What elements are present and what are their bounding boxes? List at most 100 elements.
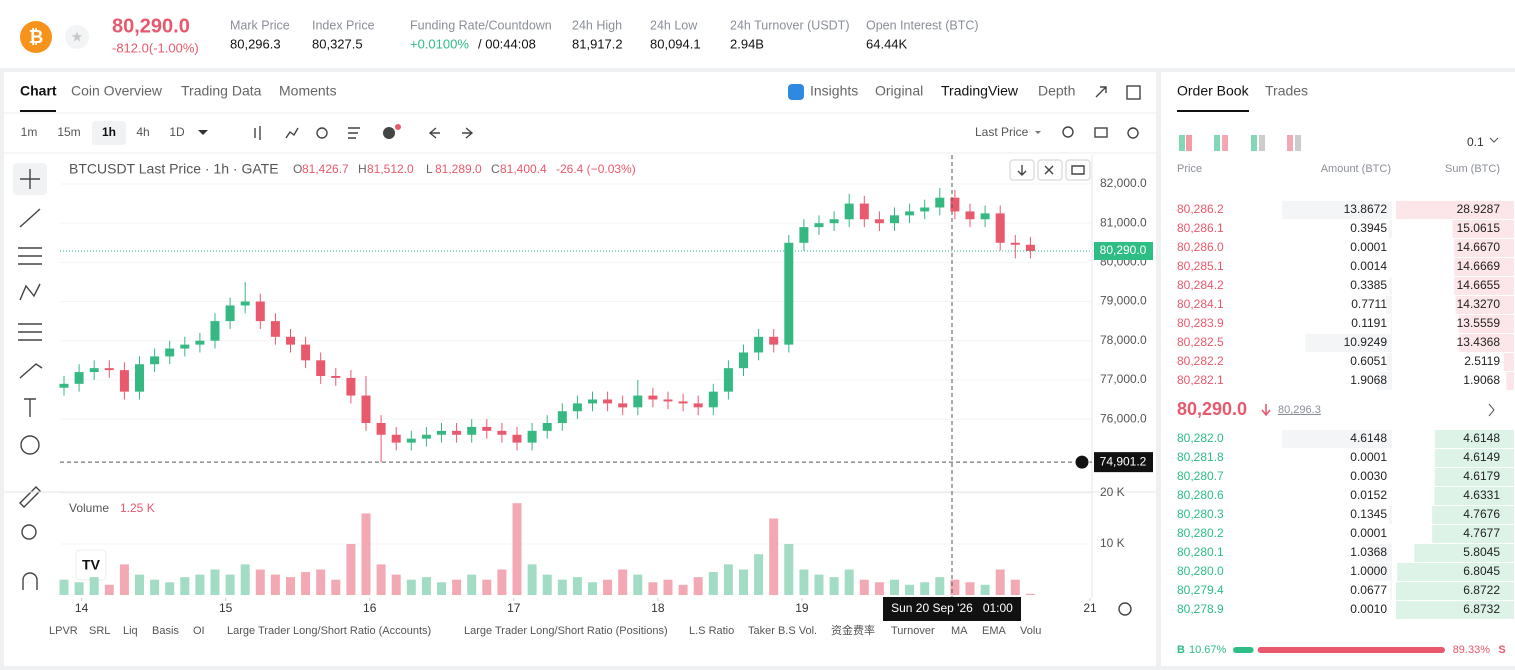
volume-bar — [844, 569, 854, 595]
candle-body — [361, 395, 371, 423]
indicator[interactable]: Large Trader Long/Short Ratio (Positions… — [464, 625, 668, 637]
ob-tab[interactable]: Trades — [1265, 83, 1308, 99]
ob-amount: 0.1345 — [1350, 507, 1387, 521]
ob-amount: 1.0368 — [1350, 545, 1387, 559]
volume-bar — [905, 584, 915, 595]
indicator[interactable]: Turnover — [891, 625, 935, 637]
ohlc-key: L — [426, 162, 433, 176]
indicator[interactable]: Volu — [1020, 625, 1041, 637]
amount-depth — [1388, 220, 1392, 238]
volume-bar — [165, 582, 175, 595]
ob-price: 80,282.2 — [1177, 354, 1224, 368]
ob-amount: 0.7711 — [1351, 297, 1387, 311]
ob-tab[interactable]: Order Book — [1177, 83, 1250, 99]
tab[interactable]: Coin Overview — [71, 83, 163, 99]
interval[interactable]: 4h — [136, 125, 149, 139]
volume-bar — [678, 584, 688, 595]
interval[interactable]: 15m — [57, 125, 80, 139]
volume-bar — [859, 579, 869, 595]
price-type: Last Price — [975, 125, 1029, 139]
indicator[interactable]: Basis — [152, 625, 179, 637]
sell-bar — [1257, 647, 1445, 653]
volume-bar — [1025, 593, 1035, 595]
candle-body — [286, 336, 295, 345]
add-alert[interactable] — [1074, 454, 1090, 470]
indicator[interactable]: OI — [193, 625, 205, 637]
volume-bar — [708, 572, 718, 595]
view-tab[interactable]: Depth — [1038, 83, 1075, 99]
stat-value: 2.94B — [730, 36, 764, 51]
volume-bar — [814, 574, 824, 595]
buy-ratio: 10.67% — [1189, 644, 1227, 656]
candle-body — [497, 430, 507, 435]
candle-body — [195, 340, 205, 345]
tab[interactable]: Chart — [20, 83, 57, 99]
x-tick-label: 18 — [651, 601, 665, 615]
sum-depth — [1397, 563, 1514, 581]
sum-depth — [1452, 220, 1514, 238]
volume-value: 1.25 K — [120, 501, 155, 515]
interval[interactable]: 1D — [169, 125, 185, 139]
candle-body — [708, 391, 718, 408]
candle-body — [437, 430, 446, 435]
header-bg — [0, 0, 1515, 68]
ob-icons — [1179, 135, 1301, 151]
indicator[interactable]: MA — [951, 625, 968, 637]
candle-body — [165, 348, 175, 357]
view-tab[interactable]: Insights — [810, 83, 858, 99]
ob-amount: 0.0677 — [1350, 583, 1387, 597]
indicator[interactable]: LPVR — [49, 625, 78, 637]
indicator[interactable]: Large Trader Long/Short Ratio (Accounts) — [227, 625, 431, 637]
candle-body — [829, 219, 839, 224]
volume-bar — [633, 574, 643, 595]
indicator[interactable]: Liq — [123, 625, 138, 637]
indicator[interactable]: Taker B.S Vol. — [748, 625, 817, 637]
candle-body — [603, 399, 613, 404]
interval[interactable]: 1m — [21, 125, 38, 139]
indicator[interactable]: 资金费率 — [831, 623, 875, 637]
candle-body — [421, 434, 431, 439]
ob-price: 80,281.8 — [1177, 450, 1224, 464]
view-tab[interactable]: Original — [875, 83, 923, 99]
candle-body — [859, 203, 869, 220]
ob-sum: 15.0615 — [1457, 221, 1501, 235]
ob-price: 80,282.0 — [1177, 431, 1224, 445]
favorite[interactable] — [65, 25, 89, 49]
candle-body — [920, 207, 930, 212]
dropdown — [1489, 137, 1499, 143]
amount-depth — [1385, 296, 1392, 314]
volume-bar — [1010, 579, 1020, 595]
sum-depth — [1396, 601, 1514, 619]
tab[interactable]: Moments — [279, 83, 337, 99]
amount-depth — [1376, 372, 1392, 390]
volume-bar — [980, 584, 990, 595]
indicator[interactable]: SRL — [89, 625, 110, 637]
ai-icon — [788, 84, 804, 100]
view-tab[interactable]: TradingView — [941, 83, 1019, 99]
indicator[interactable]: EMA — [982, 625, 1007, 637]
volume-bar — [603, 579, 613, 595]
add-indicator[interactable] — [383, 127, 395, 139]
candle-body — [572, 403, 582, 412]
last-price-label: 80,290.0 — [1100, 243, 1147, 257]
sell-ratio: 89.33% — [1453, 644, 1491, 656]
amount-depth — [1282, 201, 1392, 219]
ob-price: 80,286.2 — [1177, 202, 1224, 216]
candle-body — [240, 301, 250, 306]
ob-amount: 0.0030 — [1350, 469, 1387, 483]
candle-body — [301, 344, 311, 361]
candle-body — [890, 215, 899, 224]
ob-amount: 0.0001 — [1350, 526, 1387, 540]
ob-amount: 1.0000 — [1350, 564, 1387, 578]
ob-sum: 4.7676 — [1463, 507, 1500, 521]
indicator[interactable]: L.S Ratio — [689, 625, 734, 637]
tab[interactable]: Trading Data — [181, 83, 262, 99]
amount-depth — [1390, 582, 1392, 600]
dropdown — [1035, 131, 1041, 134]
interval[interactable]: 1h — [102, 125, 116, 139]
candle-body — [270, 321, 280, 337]
ob-sum: 14.6655 — [1457, 278, 1501, 292]
ob-price: 80,284.2 — [1177, 278, 1224, 292]
down-arrow — [1261, 404, 1271, 417]
